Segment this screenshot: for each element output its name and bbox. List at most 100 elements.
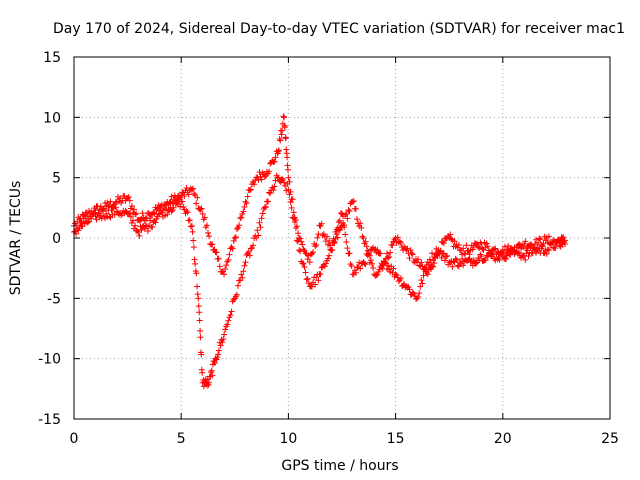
data-point-interp — [217, 342, 224, 349]
data-point-interp — [139, 210, 146, 217]
data-point-interp — [170, 204, 177, 211]
data-point-interp — [134, 227, 141, 234]
data-point-interp — [279, 127, 286, 134]
y-tick-label: -15 — [38, 412, 61, 428]
data-point-interp — [540, 240, 547, 247]
data-point — [553, 241, 560, 248]
data-point-interp — [346, 250, 353, 257]
data-point-interp — [486, 249, 493, 256]
data-point-interp — [463, 242, 470, 249]
data-point-interp — [275, 147, 282, 154]
data-point-interp — [405, 283, 412, 290]
data-point-interp — [112, 204, 119, 211]
data-point-interp — [209, 372, 216, 379]
data-point-interp — [286, 191, 293, 198]
data-point-interp — [362, 238, 369, 245]
data-point — [561, 241, 568, 248]
data-point-interp — [240, 268, 247, 275]
data-point-interp — [419, 280, 426, 287]
data-point-interp — [346, 208, 353, 215]
data-point-interp — [205, 229, 211, 236]
data-point-interp — [370, 265, 377, 272]
data-point-interp — [208, 367, 215, 374]
x-axis-label: GPS time / hours — [281, 458, 398, 474]
data-point-interp — [209, 241, 216, 248]
data-point-interp — [226, 251, 233, 258]
data-point-interp — [215, 255, 222, 262]
data-point-interp — [362, 261, 369, 268]
data-point-interp — [290, 215, 297, 222]
data-point-interp — [440, 250, 447, 257]
data-point-interp — [326, 237, 333, 244]
y-tick-label: 0 — [52, 231, 61, 247]
data-point-interp — [431, 254, 438, 261]
data-point-interp — [476, 244, 483, 251]
data-point-interp — [220, 336, 227, 343]
data-point-interp — [407, 247, 414, 254]
data-point-interp — [90, 210, 97, 217]
data-point-interp — [525, 253, 532, 260]
data-point-interp — [439, 251, 446, 258]
data-point-interp — [293, 237, 300, 244]
x-tick-label: 15 — [387, 431, 405, 447]
data-point-interp — [194, 194, 201, 201]
data-point-interp — [335, 219, 342, 226]
data-point-interp — [325, 255, 332, 262]
data-point-interp — [539, 243, 546, 250]
data-point-interp — [137, 216, 144, 223]
data-point-interp — [144, 227, 151, 234]
data-layer — [71, 113, 568, 390]
x-tick-label: 20 — [494, 431, 512, 447]
data-point-interp — [373, 272, 380, 279]
data-point-interp — [239, 274, 246, 281]
data-point-interp — [128, 203, 135, 210]
data-point-interp — [275, 174, 282, 181]
data-point-interp — [352, 269, 359, 276]
data-point-interp — [482, 257, 489, 264]
data-point-interp — [238, 271, 245, 278]
data-point-interp — [257, 224, 264, 231]
data-point-interp — [437, 247, 444, 254]
data-point-interp — [127, 213, 134, 220]
data-point-interp — [536, 235, 543, 242]
data-point-interp — [82, 215, 89, 222]
data-point-interp — [492, 245, 499, 252]
data-point-interp — [213, 249, 220, 256]
data-point-interp — [91, 209, 98, 216]
data-point-interp — [150, 209, 157, 216]
data-point-interp — [88, 215, 95, 222]
data-point-interp — [429, 250, 436, 257]
data-point — [296, 247, 303, 254]
data-point-interp — [271, 183, 278, 190]
data-point-interp — [278, 175, 285, 182]
data-point-interp — [310, 249, 317, 256]
data-point-interp — [183, 184, 190, 191]
data-point-interp — [196, 309, 203, 316]
data-point-interp — [418, 259, 425, 266]
data-point-interp — [491, 246, 498, 253]
data-point-interp — [107, 198, 114, 205]
x-tick-label: 0 — [70, 431, 79, 447]
data-point-interp — [404, 245, 411, 252]
data-point-interp — [344, 245, 351, 252]
data-point — [188, 186, 195, 193]
data-point-interp — [363, 243, 370, 250]
data-point — [414, 295, 421, 302]
data-point-interp — [447, 231, 454, 238]
data-point-interp — [225, 317, 232, 324]
data-point-interp — [197, 327, 204, 334]
data-point-interp — [215, 351, 222, 358]
data-point — [478, 241, 485, 248]
data-point-interp — [131, 206, 138, 213]
data-point-interp — [236, 222, 243, 229]
data-point-interp — [475, 244, 482, 251]
data-point-interp — [420, 272, 427, 279]
data-point-interp — [396, 238, 403, 245]
data-point-interp — [322, 260, 329, 267]
data-point-interp — [132, 222, 139, 229]
data-point-interp — [476, 257, 483, 264]
data-point-interp — [374, 246, 381, 253]
data-point-interp — [522, 238, 529, 245]
data-point-interp — [129, 217, 136, 224]
